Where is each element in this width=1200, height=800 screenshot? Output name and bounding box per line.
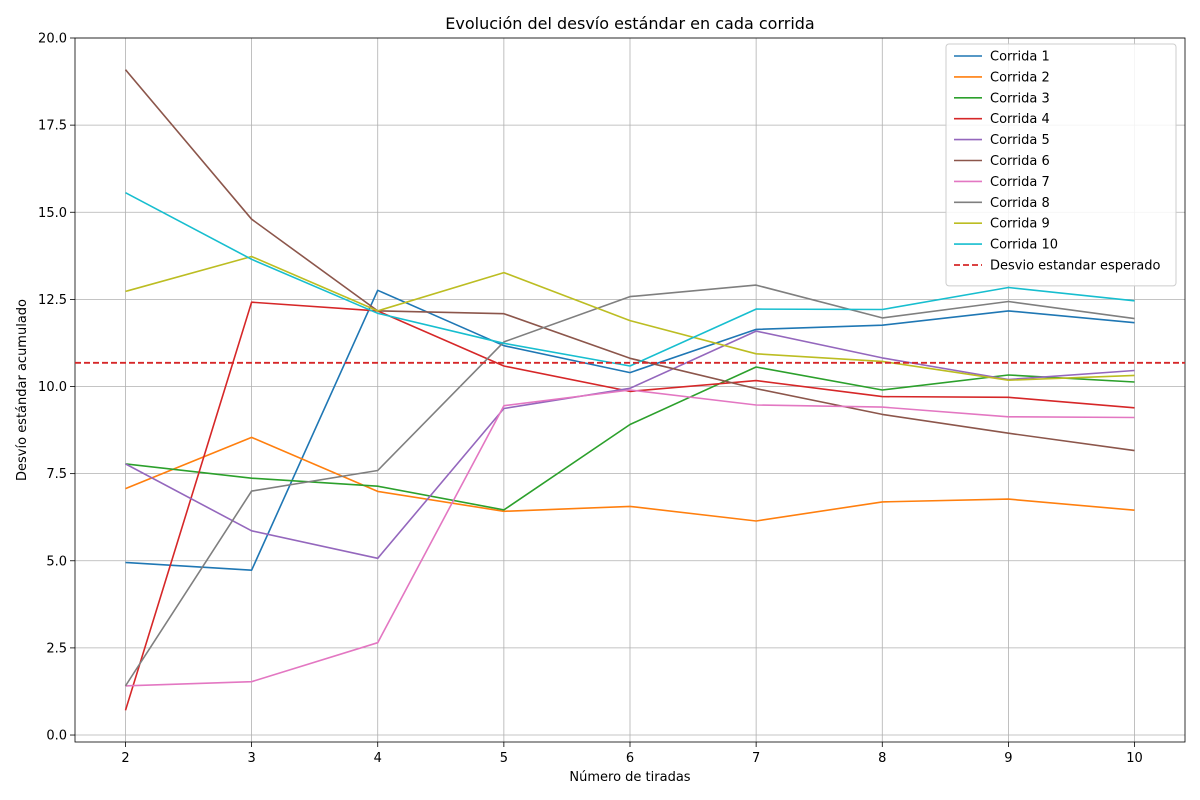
- x-axis-label: Número de tiradas: [569, 770, 690, 785]
- y-tick-label: 0.0: [46, 729, 67, 744]
- legend-label: Corrida 8: [990, 196, 1050, 211]
- legend-label: Corrida 7: [990, 175, 1050, 190]
- legend-label: Corrida 6: [990, 154, 1050, 169]
- y-tick-label: 2.5: [46, 641, 67, 656]
- series-line-corrida-7: [125, 389, 1135, 687]
- series-line-corrida-1: [125, 289, 1135, 572]
- x-tick-label: 4: [374, 751, 382, 766]
- legend-label: Corrida 4: [990, 112, 1050, 127]
- legend-box: [945, 43, 1177, 287]
- y-tick-label: 12.5: [38, 293, 67, 308]
- legend-label: Corrida 2: [990, 70, 1050, 85]
- chart-title: Evolución del desvío estándar en cada co…: [445, 14, 814, 33]
- plot-frame: [74, 37, 1186, 743]
- series-lines: [124, 69, 1135, 711]
- x-tick-label: 5: [500, 751, 508, 766]
- x-tick-label: 7: [752, 751, 760, 766]
- x-tick-label: 9: [1004, 751, 1012, 766]
- legend-label-reference: Desvio estandar esperado: [990, 259, 1161, 274]
- series-line-corrida-2: [125, 436, 1135, 522]
- x-tick-label: 3: [247, 751, 255, 766]
- y-tick-label: 17.5: [38, 119, 67, 134]
- series-line-corrida-5: [125, 330, 1135, 560]
- y-tick-label: 5.0: [46, 554, 67, 569]
- series-line-corrida-4: [124, 301, 1135, 711]
- x-tick-label: 10: [1126, 751, 1143, 766]
- legend-label: Corrida 9: [990, 217, 1050, 232]
- x-tick-label: 6: [626, 751, 634, 766]
- y-tick-label: 7.5: [46, 467, 67, 482]
- y-tick-label: 20.0: [38, 32, 67, 47]
- series-line-corrida-3: [125, 366, 1135, 511]
- legend-label: Corrida 1: [990, 50, 1050, 65]
- series-line-corrida-9: [125, 255, 1135, 382]
- series-line-corrida-6: [124, 69, 1135, 452]
- y-axis-label: Desvío estándar acumulado: [15, 299, 30, 481]
- x-tick-label: 2: [121, 751, 129, 766]
- legend-label: Corrida 5: [990, 133, 1050, 148]
- legend-label: Corrida 3: [990, 91, 1050, 106]
- y-tick-label: 10.0: [38, 380, 67, 395]
- legend-label: Corrida 10: [990, 238, 1058, 253]
- axes: 2 3 4 5 6 7 8 9 10 0.0 2.5 5.0 7.5 10.0 12.5 15.0 17.5 20…: [38, 32, 1186, 766]
- y-tick-label: 15.0: [38, 206, 67, 221]
- legend: Corrida 1 Corrida 2 Corrida 3 Corrida 4 Corr…: [945, 43, 1177, 287]
- series-line-corrida-10: [125, 191, 1135, 367]
- series-line-corrida-8: [124, 284, 1135, 687]
- x-tick-label: 8: [878, 751, 886, 766]
